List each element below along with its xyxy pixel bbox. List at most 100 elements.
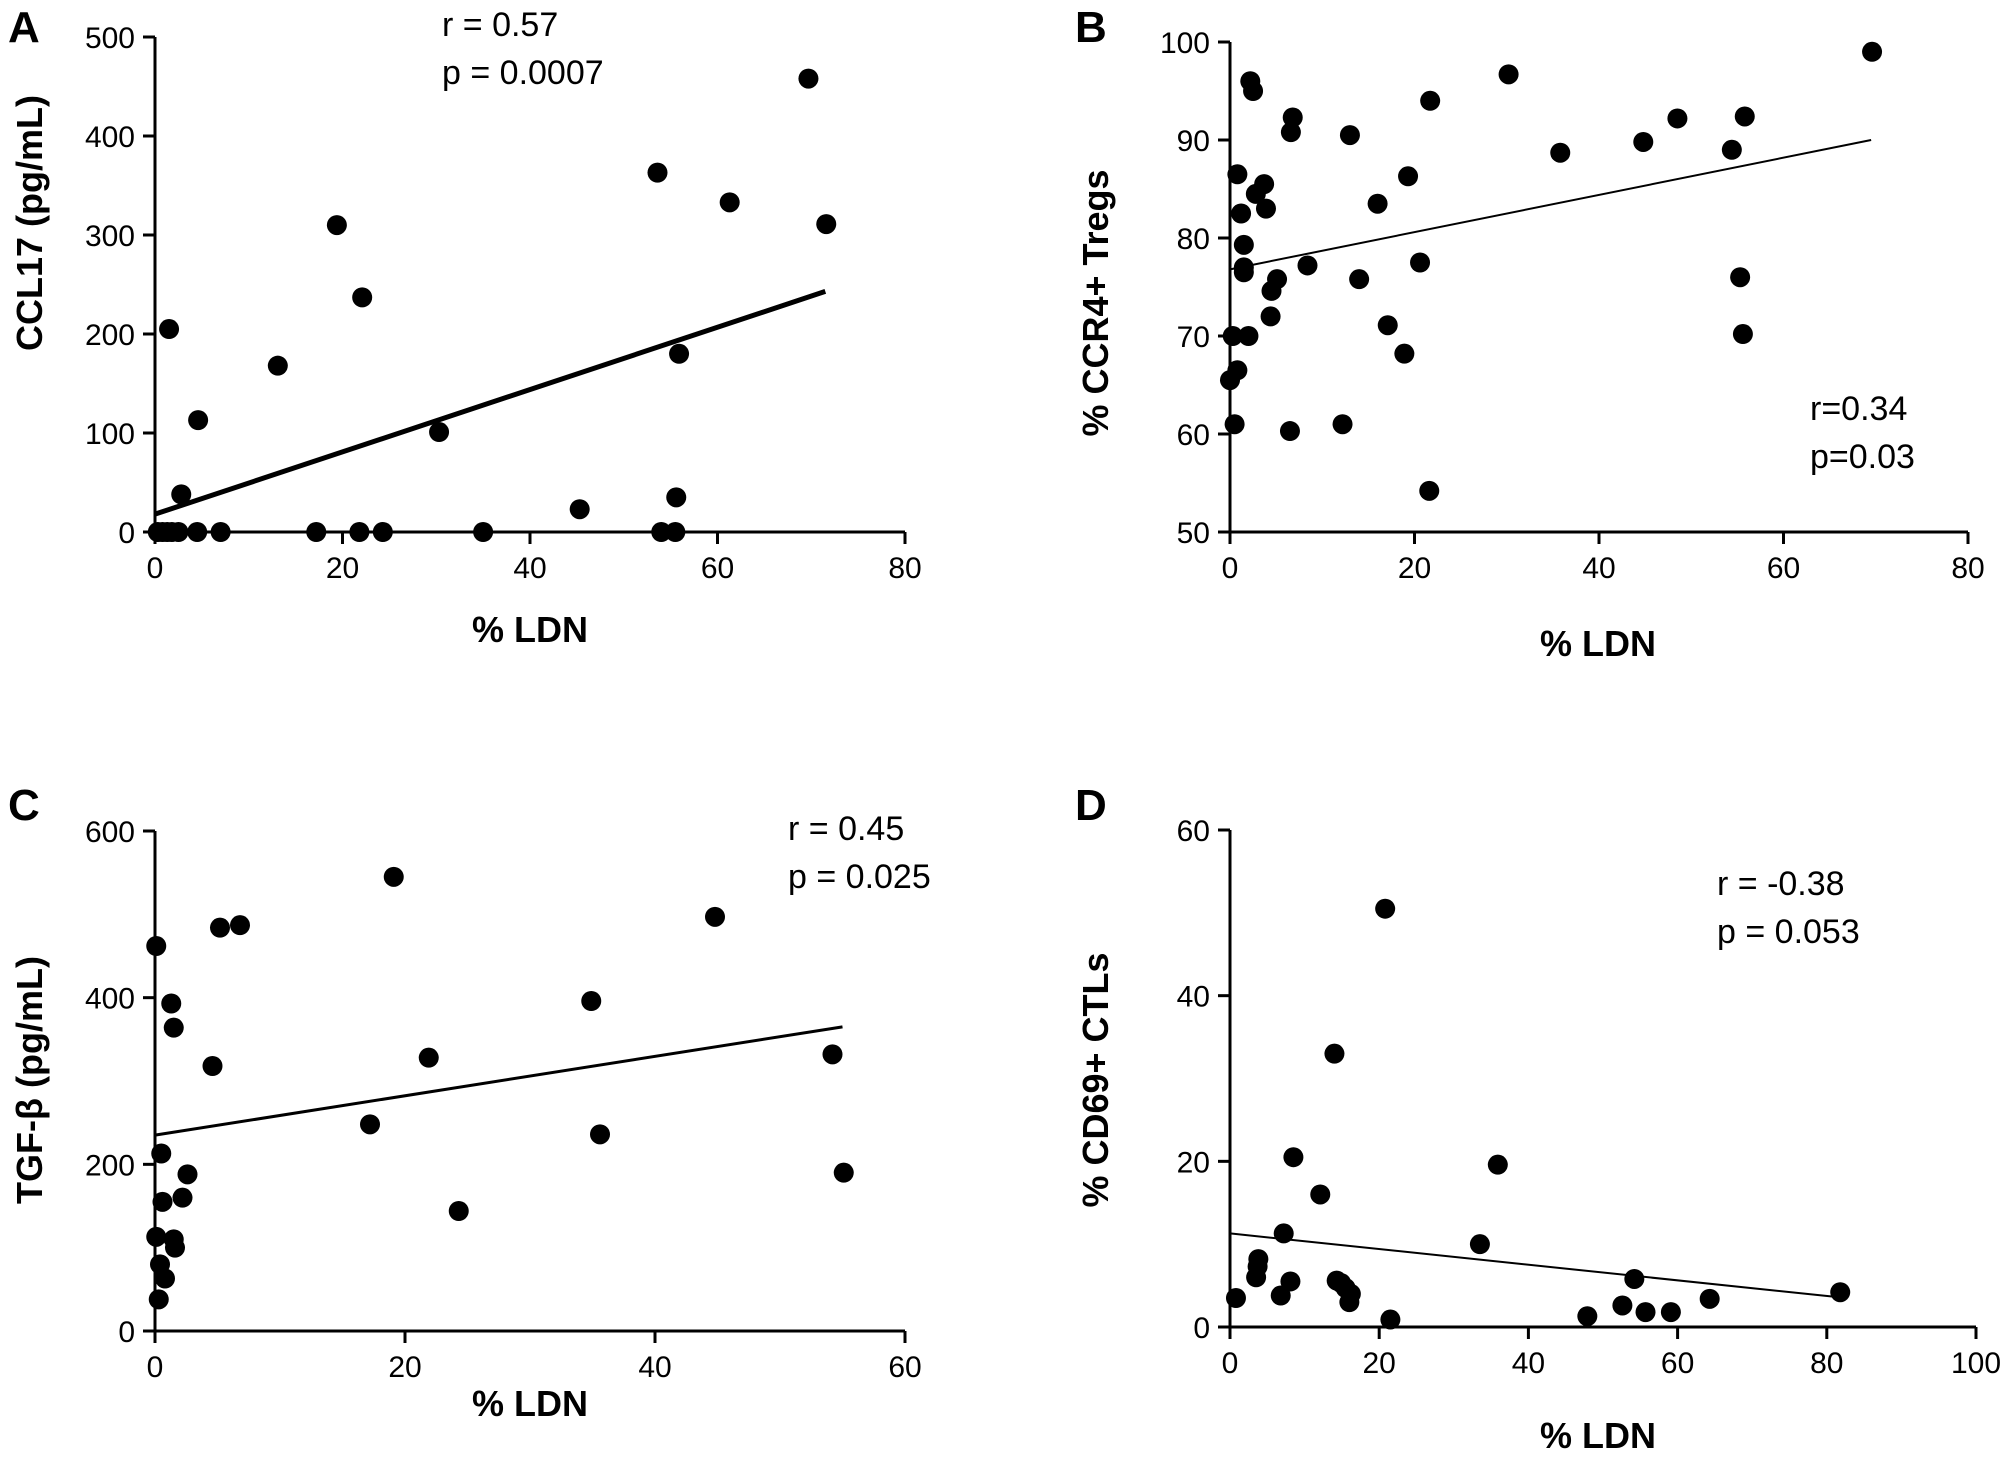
- y-axis-title-c: TGF-β (pg/mL): [9, 956, 50, 1204]
- data-point-b: [1279, 421, 1300, 442]
- x-tick-label-d: 60: [1661, 1347, 1694, 1380]
- data-point-c: [155, 1268, 175, 1289]
- data-point-d: [1283, 1147, 1304, 1168]
- y-tick-label-d: 0: [1193, 1312, 1210, 1345]
- data-point-d: [1248, 1249, 1269, 1270]
- data-point-b: [1231, 203, 1252, 224]
- data-point-a: [569, 499, 590, 520]
- x-tick-label-d: 20: [1363, 1347, 1396, 1380]
- data-point-d: [1624, 1268, 1645, 1289]
- data-point-b: [1233, 262, 1254, 283]
- data-point-a: [210, 522, 231, 542]
- data-point-d: [1830, 1282, 1851, 1303]
- data-point-a: [352, 287, 373, 308]
- data-point-c: [152, 1191, 173, 1212]
- y-tick-label-d: 20: [1177, 1146, 1210, 1179]
- data-point-b: [1297, 255, 1318, 276]
- data-point-a: [665, 522, 686, 542]
- data-point-b: [1227, 360, 1248, 381]
- data-point-a: [669, 343, 690, 364]
- y-axis-title-b: % CCR4+ Tregs: [1075, 169, 1116, 436]
- y-tick-label-c: 400: [85, 983, 135, 1016]
- data-point-b: [1282, 107, 1303, 128]
- data-point-d: [1380, 1309, 1401, 1330]
- data-point-b: [1420, 90, 1441, 111]
- data-point-b: [1734, 106, 1755, 127]
- data-point-a: [159, 319, 180, 340]
- data-point-d: [1660, 1302, 1681, 1323]
- y-tick-label-a: 100: [85, 418, 135, 451]
- data-point-d: [1635, 1302, 1656, 1323]
- x-axis-title-a: % LDN: [472, 609, 588, 650]
- data-point-c: [383, 866, 404, 887]
- stat-r-d: r = -0.38: [1717, 865, 1845, 903]
- data-point-b: [1243, 81, 1264, 101]
- data-point-c: [148, 1289, 169, 1310]
- y-tick-label-b: 70: [1177, 321, 1210, 354]
- plot-area-a: 0 20 40 60 80 0 100 200 300 400 500: [85, 22, 922, 585]
- x-tick-label-b: 0: [1222, 552, 1239, 585]
- data-point-c: [360, 1114, 380, 1135]
- x-tick-label-d: 40: [1512, 1347, 1545, 1380]
- data-point-c: [418, 1047, 439, 1068]
- data-point-b: [1377, 315, 1398, 336]
- data-point-b: [1222, 326, 1243, 346]
- data-point-c: [822, 1044, 843, 1065]
- y-tick-label-c: 0: [118, 1316, 135, 1349]
- data-point-a: [816, 214, 837, 235]
- data-point-d: [1310, 1184, 1331, 1205]
- data-point-b: [1339, 125, 1360, 146]
- plot-area-d: 0 20 40 60 80 100 0 20 40 60: [1177, 815, 2000, 1380]
- data-point-b: [1233, 234, 1254, 255]
- data-point-b: [1260, 306, 1281, 327]
- data-point-a: [647, 162, 668, 183]
- stat-r-a: r = 0.57: [442, 6, 558, 44]
- panel-letter-d: D: [1075, 781, 1107, 830]
- data-point-b: [1398, 166, 1419, 187]
- data-point-b: [1410, 252, 1431, 273]
- data-point-c: [833, 1162, 854, 1183]
- y-tick-label-b: 90: [1177, 125, 1210, 158]
- panel-letter-b: B: [1075, 3, 1107, 52]
- x-tick-label-b: 80: [1951, 552, 1984, 585]
- data-point-b: [1419, 480, 1440, 501]
- y-tick-label-c: 600: [85, 816, 135, 849]
- data-point-a: [798, 68, 819, 89]
- data-point-b: [1498, 64, 1519, 85]
- data-point-b: [1332, 414, 1353, 435]
- data-point-d: [1699, 1288, 1720, 1309]
- data-point-b: [1862, 41, 1883, 62]
- stat-r-b: r=0.34: [1810, 390, 1907, 428]
- data-point-c: [581, 991, 602, 1011]
- data-point-a: [372, 522, 393, 542]
- x-tick-label-c: 0: [147, 1351, 164, 1384]
- data-point-c: [590, 1124, 610, 1145]
- data-point-c: [705, 906, 725, 927]
- data-point-d: [1270, 1285, 1291, 1306]
- x-tick-label-d: 80: [1810, 1347, 1843, 1380]
- data-point-a: [719, 192, 740, 213]
- x-tick-label-b: 20: [1398, 552, 1431, 585]
- x-tick-label-a: 40: [513, 552, 546, 585]
- x-tick-label-d: 0: [1222, 1347, 1239, 1380]
- data-point-b: [1227, 164, 1248, 185]
- data-point-c: [230, 915, 250, 936]
- data-point-c: [163, 1017, 184, 1038]
- data-point-d: [1469, 1234, 1490, 1255]
- data-point-b: [1550, 142, 1571, 163]
- x-tick-label-c: 20: [388, 1351, 421, 1384]
- y-tick-label-a: 500: [85, 22, 135, 55]
- y-axis-title-a: CCL17 (pg/mL): [9, 95, 50, 351]
- regression-line-c: [154, 1025, 843, 1137]
- data-point-c: [146, 936, 167, 956]
- data-point-b: [1721, 139, 1742, 160]
- panel-a: A 0 20 40 60 80 0 100 200 300 400 500 % LDN CCL17 …: [8, 3, 922, 650]
- panel-d: D 0 20 40 60 80 100 0 20 40 60 % LDN % CD69+ CTLs…: [1075, 781, 2000, 1456]
- data-point-c: [210, 917, 230, 938]
- data-point-d: [1375, 898, 1396, 919]
- data-point-d: [1280, 1271, 1301, 1292]
- data-point-d: [1487, 1154, 1508, 1175]
- data-point-d: [1577, 1306, 1598, 1327]
- x-tick-label-a: 60: [701, 552, 734, 585]
